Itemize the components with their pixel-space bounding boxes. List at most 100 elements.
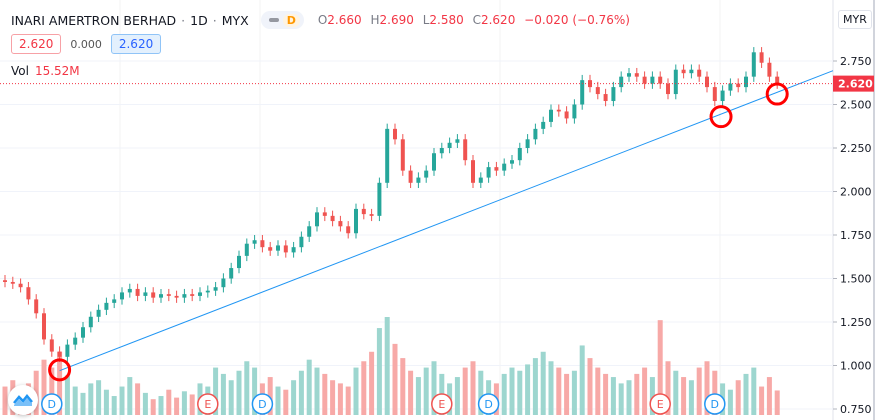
candle-body [627,73,631,77]
event-marker-label: E [438,398,445,411]
volume-bar [291,380,297,415]
earnings-event-marker[interactable] [197,393,219,415]
candle-body [658,76,663,84]
candle-body [322,212,327,216]
volume-bar [704,361,710,415]
separator: · [212,12,217,28]
symbol-legend: INARI AMERTRON BERHAD · 1D · MYX D O2.66… [11,11,635,29]
volume-bar [127,377,133,415]
dividend-event-marker[interactable] [41,393,63,415]
candle-body [198,292,202,296]
volume-bar [181,391,187,415]
earnings-event-marker[interactable] [649,393,671,415]
candle-body [205,290,210,293]
volume-bar [408,370,414,415]
market-status-pill[interactable]: D [260,11,304,29]
volume-bar [228,380,234,415]
highlight-circle [709,105,733,129]
candle-body [502,163,507,171]
last-price-label-bg [833,75,874,92]
volume-bar [135,383,141,415]
delayed-badge: D [282,13,300,27]
candle-body [159,294,163,298]
candle-body [517,148,522,161]
y-tick-label: 0.750 [840,403,872,416]
volume-bar [735,380,741,415]
candle-body [291,247,296,253]
candle-body [330,215,335,222]
event-marker-label: D [48,398,56,411]
candle-body [81,327,85,338]
event-marker-label: D [258,398,266,411]
candle-body [611,87,616,102]
dividend-event-marker[interactable] [251,393,274,415]
volume-bar [634,373,640,415]
candle-body [26,287,31,300]
candle-body [299,236,304,248]
candle-body [112,299,117,303]
candle-body [244,243,249,256]
volume-bar [509,367,515,415]
volume-bar [392,343,398,415]
candle-body [346,226,351,234]
candle-body [42,313,46,340]
volume-bar [236,370,242,415]
candle-body [377,182,382,216]
currency-button[interactable]: MYR [838,10,872,29]
buy-price-button[interactable]: 2.620 [110,34,162,54]
candle-body [252,240,257,244]
volume-bar [80,392,86,415]
y-tick-label: 1.750 [840,229,872,242]
candle-body [486,167,491,178]
candle-body [595,87,600,95]
dividend-event-marker[interactable] [477,393,500,415]
volume-bar [525,364,531,415]
candle-body [385,128,390,183]
volume-bar [119,386,125,415]
volume-bar [189,394,195,415]
candle-body [34,299,39,314]
sell-price-button[interactable]: 2.620 [11,34,62,54]
volume-bar [49,367,55,415]
candle-body [697,69,702,77]
highlight-circle [48,358,72,382]
candle-body [237,255,241,269]
volume-bar [759,386,765,415]
volume-bar [298,370,304,415]
volume-value: 15.52M [34,64,80,78]
volume-bar [400,358,406,415]
tradingview-logo[interactable] [8,385,38,415]
volume-bar [571,370,577,415]
volume-bar [431,361,437,415]
candle-body [10,281,15,284]
candle-body [276,245,280,251]
candle-body [127,288,132,293]
volume-bar [603,373,609,415]
candle-body [268,247,273,251]
candle-body [120,292,124,300]
volume-bar [688,380,694,415]
volume-bar [267,377,273,415]
interval[interactable]: 1D [190,12,208,28]
volume-bar [220,373,226,415]
candle-body [315,212,319,227]
ohlc-values: O2.660 H2.690 L2.580 C2.620 −0.020 (−0.7… [318,13,635,27]
y-tick-label: 1.000 [840,360,872,373]
symbol-name[interactable]: INARI AMERTRON BERHAD [11,12,177,28]
dividend-event-marker[interactable] [704,393,726,415]
trendline [59,70,834,372]
volume-bar [595,367,601,415]
y-tick-label: 2.750 [840,55,872,68]
volume-bar [743,373,749,415]
open-value: 2.660 [327,13,362,27]
volume-bar [345,386,351,415]
volume-bar [642,367,648,415]
candle-body [338,221,343,227]
candle-body [603,94,608,102]
earnings-event-marker[interactable] [431,393,453,415]
volume-bar [751,367,757,415]
candle-body [447,142,452,148]
volume-bar [174,397,180,415]
candle-body [432,153,436,171]
